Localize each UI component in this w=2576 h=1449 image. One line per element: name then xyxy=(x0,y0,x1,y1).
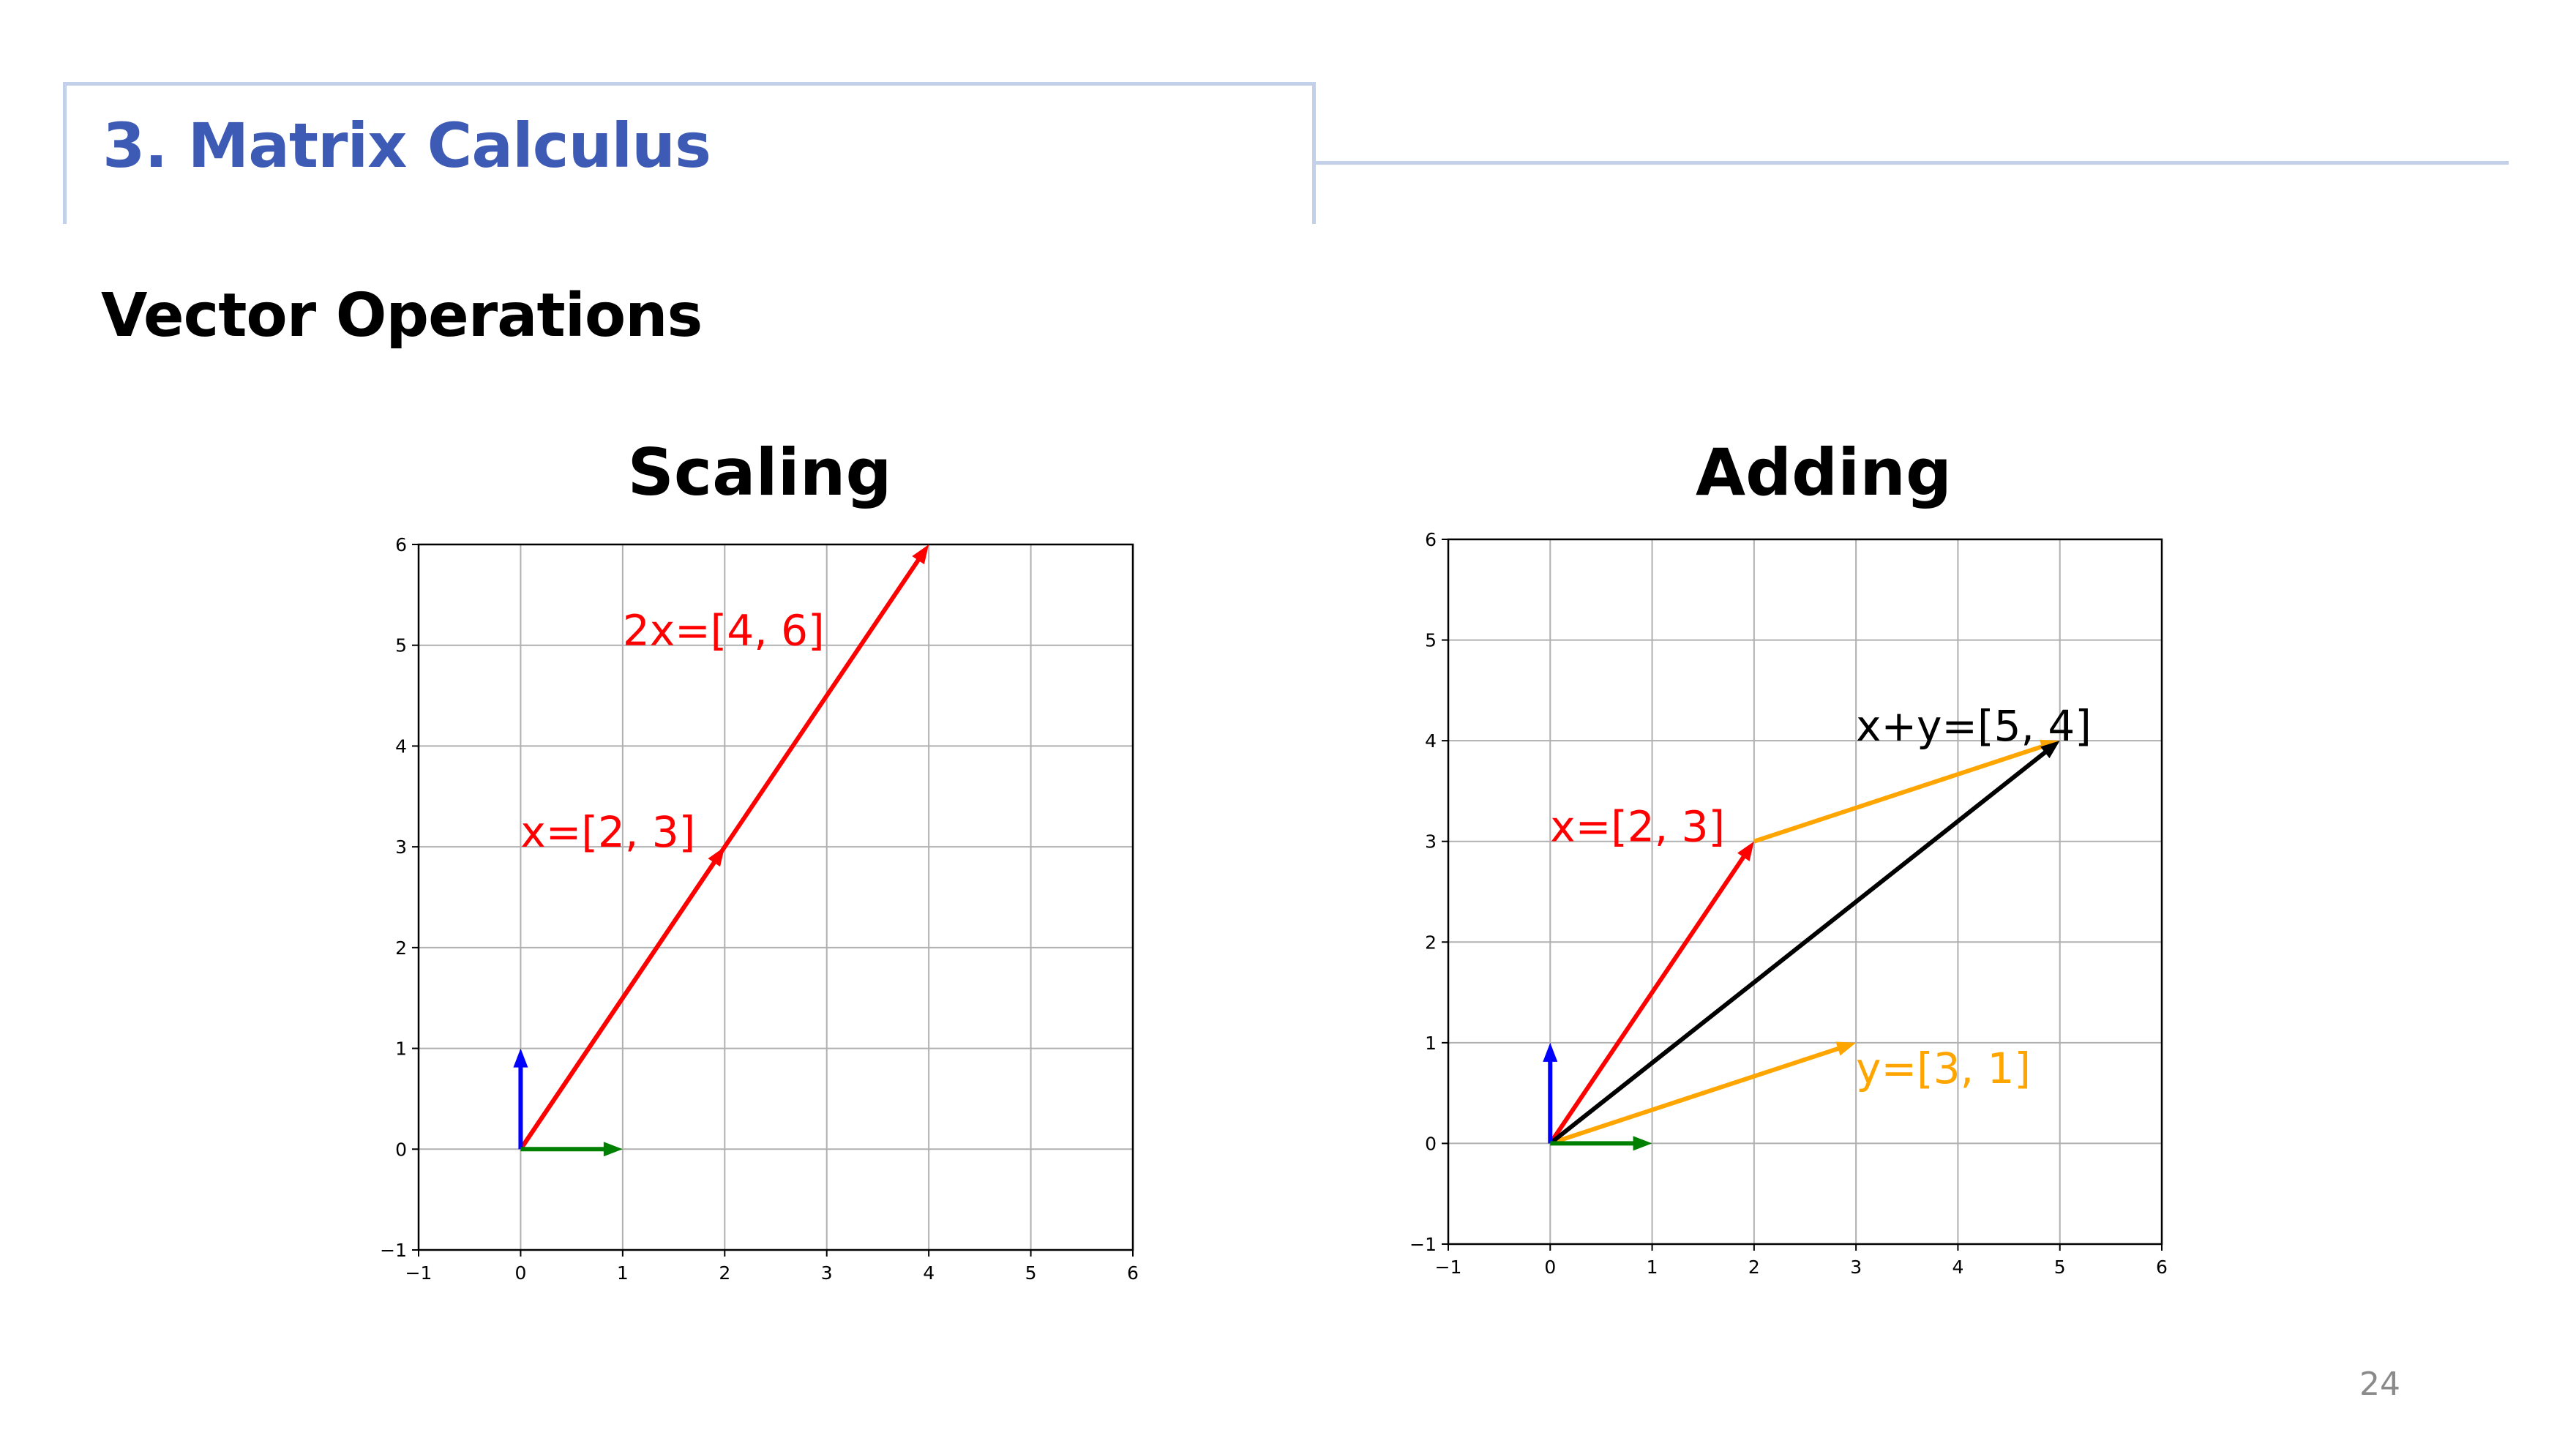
vector-annotation: 2x=[4, 6] xyxy=(623,606,825,656)
vector-head-black xyxy=(2040,741,2060,759)
x-tick-label: 1 xyxy=(1647,1257,1658,1278)
x-tick-label: −1 xyxy=(1435,1257,1462,1278)
vector-head-blue xyxy=(513,1048,528,1068)
y-tick-label: −1 xyxy=(380,1240,407,1261)
page-number: 24 xyxy=(2359,1366,2400,1403)
y-tick-label: 5 xyxy=(1425,630,1437,651)
x-tick-label: 2 xyxy=(1748,1257,1760,1278)
y-tick-label: 2 xyxy=(395,937,407,959)
x-tick-label: 0 xyxy=(514,1262,526,1284)
x-tick-label: 3 xyxy=(821,1262,833,1284)
y-tick-label: 6 xyxy=(395,534,407,555)
x-tick-label: 6 xyxy=(1127,1262,1139,1284)
vector-head-green xyxy=(1633,1136,1652,1151)
section-title: 3. Matrix Calculus xyxy=(102,110,711,181)
y-tick-label: 0 xyxy=(395,1139,407,1160)
vector-black xyxy=(1549,749,2048,1145)
vector-annotation: y=[3, 1] xyxy=(1856,1044,2031,1093)
y-tick-label: 2 xyxy=(1425,932,1437,953)
vector-orange xyxy=(1549,1046,1841,1146)
y-tick-label: 3 xyxy=(1425,831,1437,853)
vector-annotation: x=[2, 3] xyxy=(520,807,695,857)
y-tick-label: 3 xyxy=(395,836,407,858)
x-tick-label: 6 xyxy=(2156,1257,2168,1278)
vector-annotation: x=[2, 3] xyxy=(1550,802,1725,852)
vector-orange xyxy=(1753,744,2044,844)
chart-adding: −1 0 1 2 3 4 5 6 −1 0 1 2 3 4 5 6 x+y=[5, 4] x=[2, 3] y=[3… xyxy=(1409,529,2168,1278)
vector-head-red xyxy=(1737,841,1754,861)
vector-head-red xyxy=(708,847,725,867)
x-tick-label: 5 xyxy=(2054,1257,2066,1278)
x-tick-label: 3 xyxy=(1850,1257,1862,1278)
vector-red xyxy=(518,860,717,1150)
vector-head-orange xyxy=(1835,1041,1857,1056)
vector-annotation: x+y=[5, 4] xyxy=(1856,701,2092,751)
x-tick-label: −1 xyxy=(405,1262,433,1284)
y-tick-label: 6 xyxy=(1425,529,1437,550)
vector-head-red xyxy=(912,544,929,565)
y-tick-label: 1 xyxy=(1425,1033,1437,1054)
x-tick-label: 1 xyxy=(617,1262,629,1284)
chart-scaling: −1 0 1 2 3 4 5 6 −1 0 1 2 3 4 5 6 2x=[4, 6] x=[2, 3] xyxy=(380,534,1139,1284)
x-tick-label: 4 xyxy=(923,1262,935,1284)
x-tick-label: 2 xyxy=(719,1262,730,1284)
chart-title-scaling: Scaling xyxy=(627,435,892,510)
plot-frame xyxy=(1447,538,2163,1246)
slide-subtitle: Vector Operations xyxy=(101,281,703,351)
y-tick-label: 0 xyxy=(1425,1133,1437,1154)
chart-title-adding: Adding xyxy=(1696,435,1952,510)
header-rule xyxy=(1314,161,2509,165)
y-tick-label: 1 xyxy=(395,1038,407,1060)
x-tick-label: 4 xyxy=(1952,1257,1963,1278)
y-tick-label: 4 xyxy=(1425,730,1437,752)
vector-red xyxy=(1548,854,1746,1145)
vector-head-green xyxy=(603,1142,623,1157)
y-tick-label: −1 xyxy=(1409,1234,1437,1255)
y-tick-label: 5 xyxy=(395,635,407,656)
vector-head-blue xyxy=(1543,1042,1558,1062)
x-tick-label: 0 xyxy=(1544,1257,1556,1278)
plot-frame xyxy=(417,543,1134,1251)
x-tick-label: 5 xyxy=(1025,1262,1037,1284)
y-tick-label: 4 xyxy=(395,735,407,757)
header-frame xyxy=(63,82,1316,224)
